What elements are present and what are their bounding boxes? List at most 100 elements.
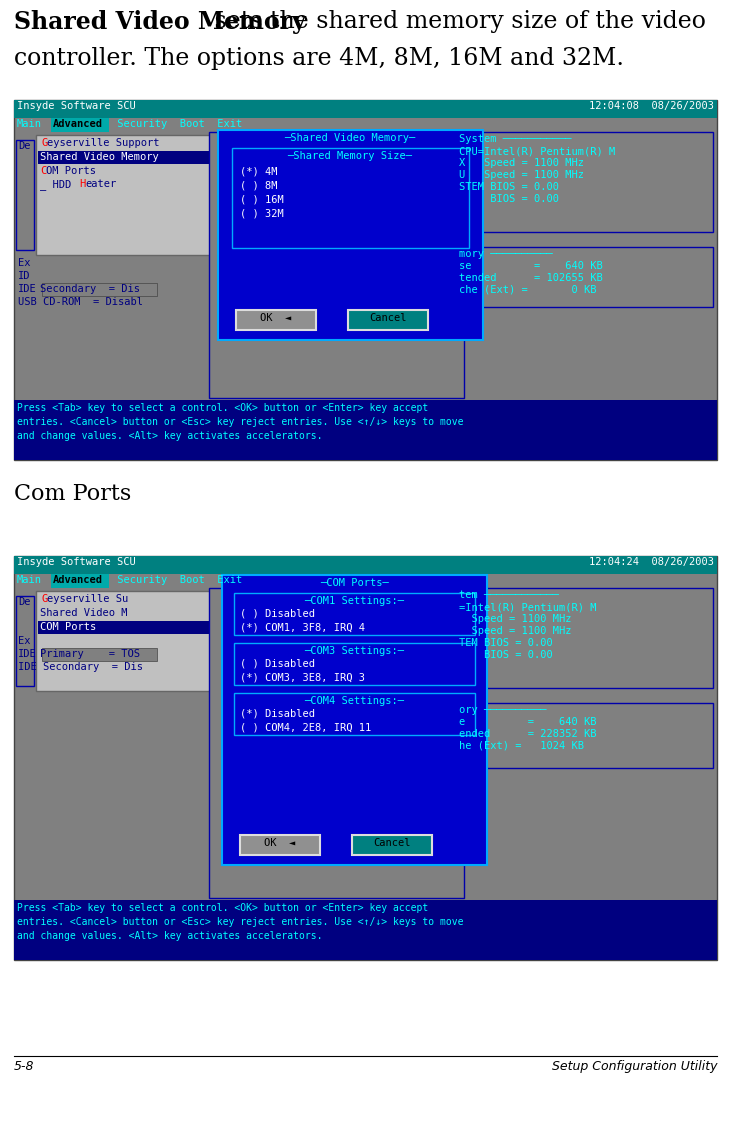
Text: Secondary  = Dis: Secondary = Dis (40, 284, 140, 294)
Bar (455, 132, 713, 232)
Bar (234, 693, 475, 735)
Text: (*) COM3, 3E8, IRQ 3: (*) COM3, 3E8, IRQ 3 (240, 671, 365, 682)
Text: Primary    = TOS: Primary = TOS (40, 649, 140, 659)
Bar (209, 589, 464, 898)
Text: Ex: Ex (18, 258, 31, 268)
Bar (38, 151, 229, 164)
Text: COM Ports: COM Ports (40, 622, 96, 632)
Text: controller. The options are 4M, 8M, 16M and 32M.: controller. The options are 4M, 8M, 16M … (14, 47, 624, 70)
Text: (*) Disabled: (*) Disabled (240, 708, 315, 719)
Bar (51, 118, 109, 132)
Bar (236, 311, 316, 330)
Text: Press <Tab> key to select a control. <OK> button or <Enter> key accept: Press <Tab> key to select a control. <OK… (17, 904, 428, 912)
Bar (51, 574, 109, 589)
Text: and change values. <Alt> key activates accelerators.: and change values. <Alt> key activates a… (17, 430, 322, 441)
Text: Insyde Software SCU: Insyde Software SCU (17, 101, 136, 111)
Text: BIOS = 0.00: BIOS = 0.00 (459, 194, 559, 204)
Text: Security  Boot  Exit: Security Boot Exit (111, 575, 242, 585)
Text: and change values. <Alt> key activates accelerators.: and change values. <Alt> key activates a… (17, 932, 322, 941)
Text: G: G (41, 138, 48, 148)
Text: ─Shared Memory Size─: ─Shared Memory Size─ (287, 151, 412, 161)
Text: eyserville Support: eyserville Support (47, 138, 159, 148)
Text: ─COM Ports─: ─COM Ports─ (319, 578, 388, 589)
Text: (*) 4M: (*) 4M (240, 166, 278, 176)
Bar (218, 130, 483, 340)
Bar (232, 148, 469, 248)
Text: 5-8: 5-8 (14, 1060, 34, 1073)
Text: U   Speed = 1100 MHz: U Speed = 1100 MHz (459, 170, 584, 180)
Bar (38, 621, 229, 634)
Text: 12:04:24  08/26/2003: 12:04:24 08/26/2003 (589, 557, 714, 567)
Text: ( ) COM4, 2E8, IRQ 11: ( ) COM4, 2E8, IRQ 11 (240, 722, 371, 732)
Bar (16, 596, 34, 686)
Bar (36, 591, 231, 691)
Text: ( ) 32M: ( ) 32M (240, 209, 284, 217)
Bar (42, 648, 157, 661)
Text: OK  ◄: OK ◄ (260, 313, 292, 323)
Bar (14, 400, 717, 460)
Text: System ───────────: System ─────────── (459, 135, 572, 143)
Bar (222, 575, 487, 865)
Text: Security  Boot  Exit: Security Boot Exit (111, 119, 242, 129)
Text: Advanced: Advanced (53, 575, 103, 585)
Text: Advanced: Advanced (53, 119, 103, 129)
Text: Speed = 1100 MHz: Speed = 1100 MHz (459, 626, 572, 636)
Text: ─COM4 Settings:─: ─COM4 Settings:─ (304, 696, 404, 706)
Text: Cancel: Cancel (369, 313, 406, 323)
Text: ─COM3 Settings:─: ─COM3 Settings:─ (304, 646, 404, 656)
Text: H: H (79, 179, 86, 189)
Text: De: De (18, 141, 31, 151)
Text: Setup Configuration Utility: Setup Configuration Utility (551, 1060, 717, 1073)
Bar (36, 135, 231, 254)
Text: IDE: IDE (18, 284, 37, 294)
Text: STEM BIOS = 0.00: STEM BIOS = 0.00 (459, 182, 559, 192)
Text: ID: ID (18, 271, 31, 281)
Text: Speed = 1100 MHz: Speed = 1100 MHz (459, 614, 572, 624)
Text: C: C (40, 166, 46, 176)
Text: eyserville Su: eyserville Su (47, 594, 128, 604)
Text: tended      = 102655 KB: tended = 102655 KB (459, 274, 603, 282)
Text: ory ──────────: ory ────────── (459, 705, 547, 715)
Bar (14, 100, 717, 118)
Text: IDE Secondary  = Dis: IDE Secondary = Dis (18, 663, 143, 671)
Bar (240, 835, 320, 855)
Bar (234, 643, 475, 685)
Bar (42, 282, 157, 296)
Text: entries. <Cancel> button or <Esc> key reject entries. Use <↑/↓> keys to move: entries. <Cancel> button or <Esc> key re… (17, 917, 463, 927)
Bar (455, 589, 713, 688)
Text: sets the shared memory size of the video: sets the shared memory size of the video (207, 10, 706, 33)
Text: TEM BIOS = 0.00: TEM BIOS = 0.00 (459, 638, 553, 648)
Text: he (Ext) =   1024 KB: he (Ext) = 1024 KB (459, 741, 584, 751)
Text: Com Ports: Com Ports (14, 483, 132, 504)
Text: X   Speed = 1100 MHz: X Speed = 1100 MHz (459, 158, 584, 168)
Bar (14, 556, 717, 960)
Text: che (Ext) =       0 KB: che (Ext) = 0 KB (459, 285, 596, 295)
Text: ─Shared Video Memory─: ─Shared Video Memory─ (284, 133, 416, 143)
Text: ─COM1 Settings:─: ─COM1 Settings:─ (304, 596, 404, 606)
Text: De: De (18, 597, 31, 606)
Text: G: G (41, 594, 48, 604)
Text: (*) COM1, 3F8, IRQ 4: (*) COM1, 3F8, IRQ 4 (240, 622, 365, 632)
Bar (234, 593, 475, 634)
Bar (14, 900, 717, 960)
Bar (14, 100, 717, 460)
Text: OM Ports: OM Ports (46, 166, 96, 176)
Text: e          =    640 KB: e = 640 KB (459, 717, 596, 728)
Bar (16, 140, 34, 250)
Text: se          =    640 KB: se = 640 KB (459, 261, 603, 271)
Text: _ HDD: _ HDD (40, 179, 77, 189)
Text: OK  ◄: OK ◄ (265, 839, 295, 847)
Text: mory ──────────: mory ────────── (459, 249, 553, 259)
Text: =Intel(R) Pentium(R) M: =Intel(R) Pentium(R) M (459, 602, 596, 612)
Text: entries. <Cancel> button or <Esc> key reject entries. Use <↑/↓> keys to move: entries. <Cancel> button or <Esc> key re… (17, 417, 463, 427)
Text: Shared Video M: Shared Video M (40, 608, 127, 618)
Text: tem ────────────: tem ──────────── (459, 590, 559, 600)
Text: Cancel: Cancel (374, 839, 411, 847)
Text: BIOS = 0.00: BIOS = 0.00 (459, 650, 553, 660)
Bar (455, 247, 713, 307)
Text: ended      = 228352 KB: ended = 228352 KB (459, 729, 596, 739)
Text: CPU=Intel(R) Pentium(R) M: CPU=Intel(R) Pentium(R) M (459, 146, 616, 156)
Text: Shared Video Memory: Shared Video Memory (14, 10, 306, 34)
Text: ( ) Disabled: ( ) Disabled (240, 609, 315, 619)
Text: eater: eater (85, 179, 116, 189)
